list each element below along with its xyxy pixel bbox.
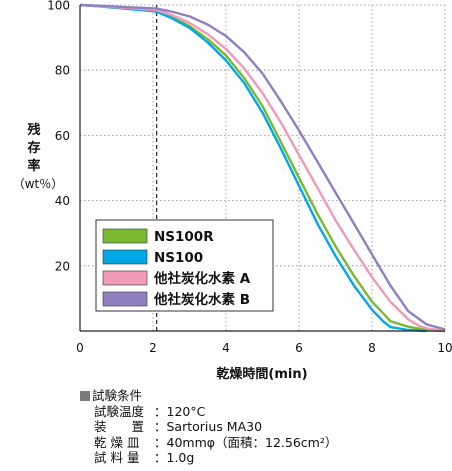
- condition-key: 試 料 量: [94, 450, 140, 465]
- condition-row-temperature: 試験温度 ：120°C: [94, 404, 337, 420]
- conditions-title: 試験条件: [92, 388, 143, 403]
- y-tick-label: 20: [55, 259, 70, 273]
- x-tick-label: 2: [149, 341, 157, 355]
- y-label-char-2: 存: [27, 140, 40, 156]
- legend: NS100R NS100 他社炭化水素 A 他社炭化水素 B: [95, 219, 274, 312]
- condition-row-apparatus: 装 置 ：Sartorius MA30: [94, 419, 337, 435]
- chart: 0 2 4 6 8 10 20 40 60 80 100 残 存 率 （wt％） 乾燥時間(min…: [13, 0, 452, 382]
- y-label-unit: （wt％）: [13, 177, 64, 191]
- legend-swatch: [102, 228, 148, 244]
- y-label-char-1: 残: [27, 122, 40, 138]
- conditions-list: 試験温度 ：120°C 装 置 ：Sartorius MA30 乾 燥 皿 ：4…: [94, 404, 337, 466]
- y-tick-label: 60: [55, 129, 70, 143]
- y-axis-label: 残 存 率 （wt％）: [13, 122, 64, 191]
- condition-key: 試験温度: [94, 403, 145, 419]
- legend-swatch: [102, 249, 148, 265]
- x-tick-label: 8: [368, 341, 376, 355]
- y-tick-label: 40: [55, 194, 70, 208]
- x-tick-label: 0: [76, 341, 84, 355]
- x-axis-label: 乾燥時間(min): [216, 366, 307, 382]
- legend-swatch: [102, 291, 148, 307]
- x-tick-labels: 0 2 4 6 8 10: [76, 341, 452, 355]
- condition-key: 乾 燥 皿: [94, 434, 140, 450]
- condition-value: ：Sartorius MA30: [154, 419, 263, 434]
- legend-swatch: [102, 270, 148, 286]
- square-bullet-icon: [80, 390, 90, 401]
- condition-value: ：120°C: [154, 403, 206, 419]
- series-line-4: [79, 3, 446, 331]
- y-tick-label: 100: [47, 0, 70, 13]
- legend-label: 他社炭化水素 A: [153, 270, 251, 287]
- y-tick-labels: 20 40 60 80 100: [47, 0, 70, 273]
- legend-label: NS100R: [154, 229, 214, 245]
- condition-value: ：40mmφ（面積：12.56cm²）: [154, 434, 338, 450]
- test-conditions: 試験条件 試験温度 ：120°C 装 置 ：Sartorius MA30 乾 燥…: [80, 388, 337, 466]
- conditions-heading: 試験条件: [80, 388, 337, 404]
- y-tick-label: 80: [55, 64, 70, 78]
- condition-row-sample: 試 料 量 ：1.0g: [94, 450, 337, 466]
- series-lines: [79, 3, 446, 333]
- x-tick-label: 4: [222, 341, 230, 355]
- condition-row-dish: 乾 燥 皿 ：40mmφ（面積：12.56cm²）: [94, 435, 337, 451]
- legend-label: NS100: [154, 250, 203, 266]
- x-tick-label: 10: [437, 341, 452, 355]
- legend-label: 他社炭化水素 B: [153, 291, 250, 308]
- condition-key: 装 置: [94, 419, 145, 434]
- y-label-char-3: 率: [27, 158, 40, 174]
- condition-value: ：1.0g: [154, 450, 195, 465]
- series-line-3: [79, 3, 446, 333]
- x-tick-label: 6: [295, 341, 303, 355]
